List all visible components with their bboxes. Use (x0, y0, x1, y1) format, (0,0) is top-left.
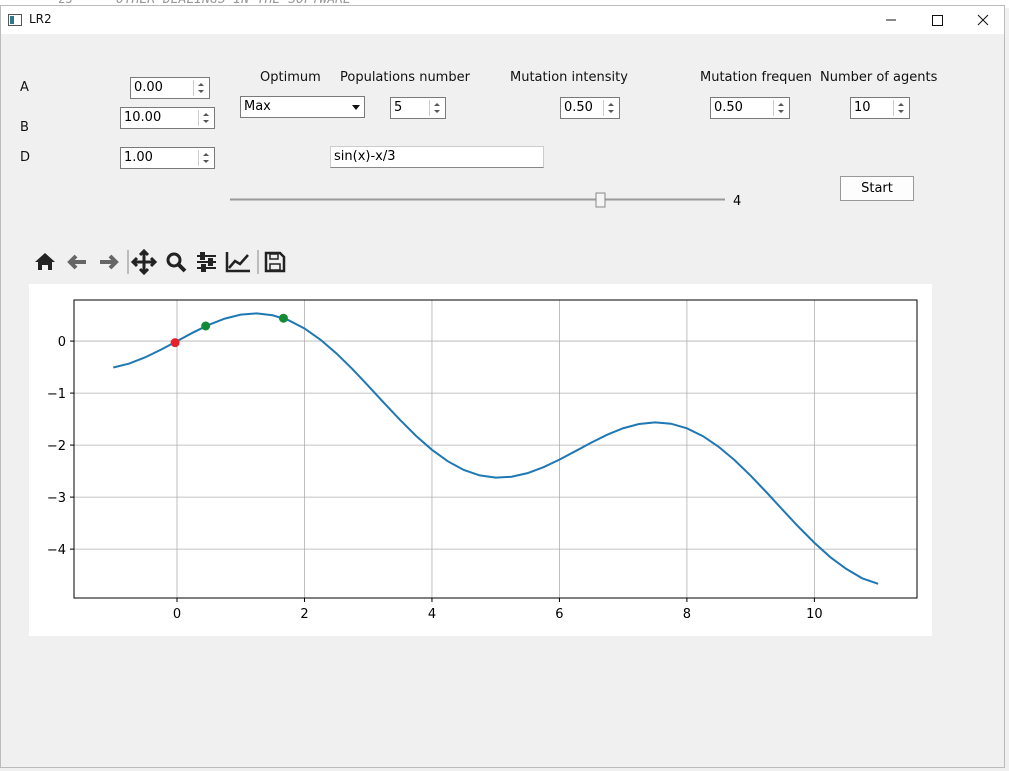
y-tick-label: −2 (47, 439, 66, 454)
line-number: 23 (58, 0, 72, 6)
spin-value: 10 (854, 100, 871, 115)
x-tick-label: 8 (683, 607, 691, 622)
combo-arrow (352, 105, 360, 110)
label-agents: Number of agents (820, 70, 938, 85)
spin-value: 1.00 (124, 150, 153, 165)
back-button[interactable] (67, 254, 86, 270)
x-tick-label: 0 (173, 607, 181, 622)
y-tick-label: −3 (47, 491, 66, 506)
label-optimum: Optimum (260, 70, 321, 85)
start-button[interactable]: Start (840, 176, 914, 201)
label-d: D (20, 150, 31, 165)
app-icon (8, 14, 22, 26)
x-tick-label: 10 (806, 607, 823, 622)
spinbox-agents[interactable]: 10 (850, 97, 910, 119)
spin-value: 0.50 (564, 100, 593, 115)
spin-value: 0.50 (714, 100, 743, 115)
configure-button[interactable] (197, 252, 216, 272)
input-text: sin(x)-x/3 (334, 149, 396, 164)
spinbox-mutation-intensity[interactable]: 0.50 (560, 97, 620, 119)
spin-value: 5 (394, 100, 403, 115)
y-tick-label: −4 (47, 543, 66, 558)
point (278, 313, 288, 323)
combo-value: Max (244, 99, 271, 114)
title-bar: LR2 (1, 6, 1004, 34)
point (201, 321, 211, 331)
spinbox-d[interactable]: 1.00 (120, 147, 215, 169)
function-input[interactable]: sin(x)-x/3 (330, 146, 544, 168)
zoom-button[interactable] (166, 252, 187, 273)
label-mutation-frequency: Mutation frequen (700, 70, 812, 85)
slider-value: 4 (733, 194, 741, 209)
slider-handle[interactable] (595, 192, 606, 208)
combo-optimum[interactable]: Max (240, 96, 365, 118)
forward-button[interactable] (100, 254, 119, 270)
y-tick-label: 0 (58, 335, 66, 350)
axes-button[interactable] (225, 252, 250, 273)
pan-button[interactable] (130, 248, 158, 276)
label-mutation-intensity: Mutation intensity (510, 70, 628, 85)
toolbar (35, 248, 286, 276)
spinbox-b[interactable]: 10.00 (120, 107, 215, 129)
point (170, 338, 180, 348)
save-button[interactable] (264, 251, 286, 273)
spin-value: 0.00 (134, 80, 163, 95)
x-tick-label: 4 (428, 607, 436, 622)
label-populations: Populations number (340, 70, 470, 85)
x-tick-label: 2 (300, 607, 308, 622)
slider[interactable]: 4 (225, 188, 745, 212)
line (113, 312, 879, 585)
window-controls[interactable] (871, 6, 1004, 34)
label-a: A (20, 80, 29, 95)
home-button[interactable] (35, 253, 55, 270)
spin-value: 10.00 (124, 110, 162, 125)
axes-frame (73, 299, 918, 599)
button-label: Start (861, 181, 893, 196)
spinbox-mutation-frequency[interactable]: 0.50 (710, 97, 790, 119)
y-tick-label: −1 (47, 387, 66, 402)
label-b: B (20, 120, 29, 135)
x-tick-label: 6 (555, 607, 563, 622)
spinbox-a[interactable]: 0.00 (130, 77, 210, 99)
window-title: LR2 (29, 12, 52, 26)
chart: 0 2 4 6 8 10 −4 −3 −2 −1 0 (29, 284, 932, 636)
spinbox-populations[interactable]: 5 (390, 97, 446, 119)
editor-text: OTHER DEALINGS IN THE SOFTWARE (116, 0, 351, 7)
background-editor: 23 OTHER DEALINGS IN THE SOFTWARE (0, 0, 1009, 8)
